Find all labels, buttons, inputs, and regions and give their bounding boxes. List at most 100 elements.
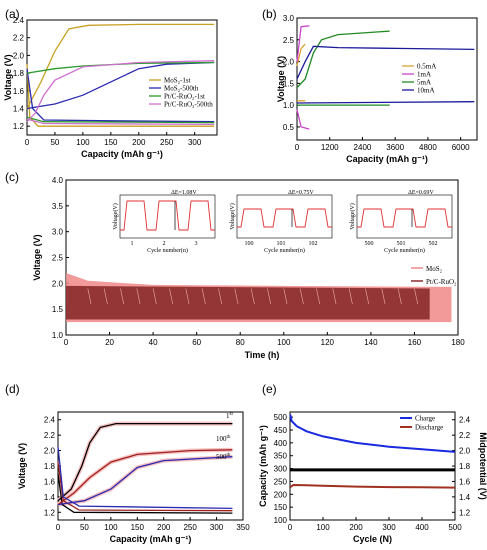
panel-c-inset-curve xyxy=(120,200,215,231)
panel-d-series-0-discharge-line xyxy=(57,473,233,514)
panel-e-ytick-left-label: 200 xyxy=(274,490,288,499)
panel-c-spike xyxy=(234,288,239,305)
panel-b-legend-entry: 5mA xyxy=(417,79,431,87)
panel-c-inset-curve xyxy=(357,208,452,228)
panel-c-spike xyxy=(201,288,206,305)
panel-c-spike xyxy=(87,288,92,305)
panel-b-ylabel: Voltage (V) xyxy=(276,56,286,102)
panel-a-legend-entry: MoS₂-500th xyxy=(164,85,199,93)
panel-c-spike xyxy=(185,288,190,305)
panel-e-xtick-label: 300 xyxy=(382,523,396,532)
panel-c-inset-xtick-label: 501 xyxy=(397,241,406,247)
panel-a-xlabel: Capacity (mAh g⁻¹) xyxy=(81,149,163,159)
panel-b-series-2-charge-line xyxy=(296,30,390,89)
panel-a-xtick-label: 200 xyxy=(132,138,146,147)
panel-c-ylabel: Voltage (V) xyxy=(32,234,42,280)
panel-e-ytick-left-label: 400 xyxy=(274,439,288,448)
panel-c-xtick-label: 20 xyxy=(105,338,114,347)
panel-d-label: (d) xyxy=(5,382,20,396)
panel-e-ytick-left-label: 450 xyxy=(274,426,288,435)
panel-a-series-3-charge-line xyxy=(26,60,215,123)
panel-c-spike xyxy=(283,288,288,305)
panel-b-xtick-label: 6000 xyxy=(452,143,470,152)
panel-d-xtick-label: 350 xyxy=(236,523,250,532)
panel-b-label: (b) xyxy=(262,7,277,21)
panel-a-ytick-label: 2.0 xyxy=(13,51,25,60)
panel-c-legend-entry: Pt/C-RuO₂ xyxy=(426,278,457,286)
panel-d-ytick-label: 2.2 xyxy=(44,431,56,440)
panel-c-inset-xtick-label: 100 xyxy=(245,241,254,247)
panel-d-ytick-label: 1.8 xyxy=(44,462,56,471)
panel-c-inset-xtick-label: 1 xyxy=(131,241,134,247)
panel-a-series-1-discharge-line xyxy=(26,68,215,123)
panel-c-inset-annotation: ΔE=0.75V xyxy=(288,190,314,196)
panel-a-ytick-label: 1.4 xyxy=(13,104,25,113)
panel-a-ytick-label: 2.4 xyxy=(13,16,25,25)
panel-d-ytick-label: 2.0 xyxy=(44,447,56,456)
panel-e-ytick-right-label: 2.0 xyxy=(459,447,471,456)
panel-e-series-1-line xyxy=(289,483,456,489)
panel-b-ytick-label: 3.0 xyxy=(283,14,295,23)
panel-d-xtick-label: 150 xyxy=(131,523,145,532)
panel-c-spike xyxy=(299,288,304,305)
panel-c-ytick-label: 1.5 xyxy=(52,305,64,314)
panel-a-xtick-label: 50 xyxy=(50,138,59,147)
panel-e-ytick-right-label: 2.2 xyxy=(459,431,471,440)
panel-c-ytick-label: 2.5 xyxy=(52,254,64,263)
panel-a-series-0-charge-line xyxy=(26,23,215,109)
panel-c-spike xyxy=(332,288,337,305)
panel-c-spike xyxy=(120,288,125,305)
panel-a-series-0-discharge-line xyxy=(26,64,215,127)
panel-d-ytick-label: 2.4 xyxy=(44,416,56,425)
panel-c-spike xyxy=(103,288,108,305)
panel-c-spike xyxy=(136,288,141,305)
panel-b-ytick-label: 1.5 xyxy=(283,79,295,88)
panel-b-ytick-label: 2.5 xyxy=(283,36,295,45)
panel-e-ylabel-right: Midpotential (V) xyxy=(478,432,487,500)
panel-c-spike xyxy=(169,288,174,305)
panel-b-series-3-discharge-line xyxy=(296,101,475,104)
panel-d-xtick-label: 250 xyxy=(183,523,197,532)
panel-a-ylabel: Voltage (V) xyxy=(3,54,13,100)
panel-d-xtick-label: 50 xyxy=(80,523,89,532)
panel-d-series-2-discharge-line xyxy=(57,446,233,510)
panel-e-ytick-left-label: 100 xyxy=(274,516,288,525)
panel-b-ytick-label: 1.0 xyxy=(283,101,295,110)
panel-d-series-0-charge-line xyxy=(57,422,233,502)
panel-e-xtick-label: 500 xyxy=(448,523,462,532)
panel-c-spike xyxy=(414,288,419,305)
panel-b-ytick-label: 2.0 xyxy=(283,58,295,67)
panel-b-xtick-label: 3600 xyxy=(386,143,404,152)
panel-d-xtick-label: 100 xyxy=(104,523,118,532)
panel-d-ytick-label: 1.4 xyxy=(44,493,56,502)
panel-e-legend-entry: Charge xyxy=(415,415,435,423)
panel-a-frame xyxy=(26,19,218,136)
panel-c-inset-xlabel: Cycle number(n) xyxy=(384,247,425,254)
panel-d-ylabel: Voltage (V) xyxy=(17,443,27,489)
panel-b-series-1-discharge-line xyxy=(296,109,310,130)
panel-c-xtick-label: 0 xyxy=(64,338,69,347)
panel-c-inset-ylabel: Voltage(V) xyxy=(229,203,236,230)
panel-d-series-1-discharge-line xyxy=(57,462,233,512)
panel-e-ytick-left-label: 350 xyxy=(274,452,288,461)
panel-b-series-0-charge-line xyxy=(296,43,306,67)
panel-c-xtick-label: 100 xyxy=(277,338,291,347)
panel-a-xtick-label: 0 xyxy=(25,138,30,147)
panel-a-ytick-label: 2.2 xyxy=(13,34,25,43)
panel-d-cycle-label: 1st xyxy=(226,412,233,420)
panel-c-spike xyxy=(348,288,353,305)
panel-c-ytick-label: 3.5 xyxy=(52,202,64,211)
panel-e-series-0-line xyxy=(289,414,456,453)
panel-b-legend-entry: 1mA xyxy=(417,71,431,79)
panel-c-inset-annotation: ΔE=1.08V xyxy=(171,190,197,196)
panel-c-xtick-label: 40 xyxy=(149,338,158,347)
panel-c-inset-ylabel: Voltage(V) xyxy=(112,203,119,230)
panel-a-xtick-label: 150 xyxy=(104,138,118,147)
panel-c-inset-xtick-label: 502 xyxy=(429,241,438,247)
panel-c-legend-entry: MoS₂ xyxy=(426,265,443,273)
panel-b-xtick-label: 2400 xyxy=(354,143,372,152)
panel-e-ytick-right-label: 1.8 xyxy=(459,462,471,471)
panel-c-inset-annotation: ΔE=0.69V xyxy=(408,190,434,196)
panel-c-spike xyxy=(250,288,255,305)
